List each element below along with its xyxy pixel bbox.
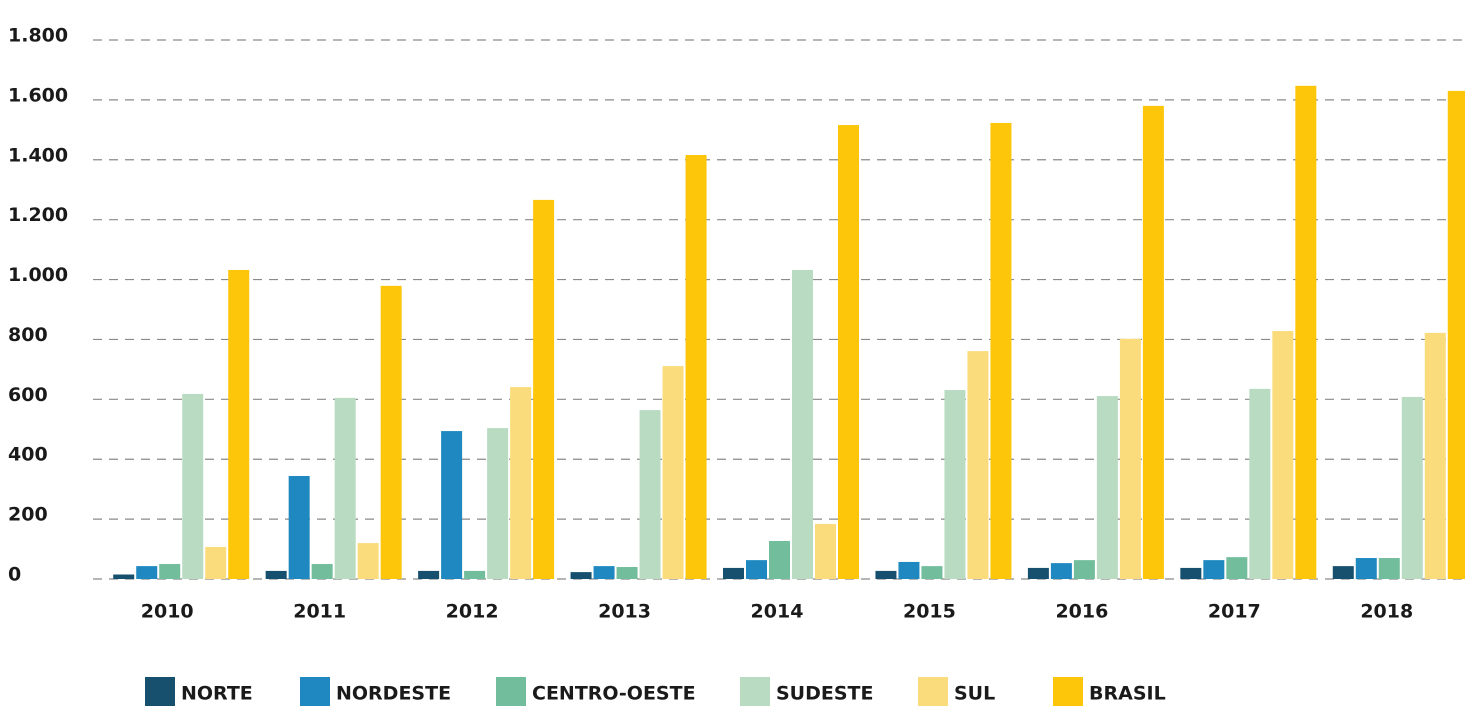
- legend-label: SUL: [954, 683, 995, 705]
- y-tick-label: 1.000: [8, 264, 68, 286]
- bar: [1119, 338, 1141, 579]
- bar: [1096, 396, 1118, 579]
- bar: [464, 570, 486, 579]
- legend-swatch: [1053, 677, 1083, 706]
- x-tick-label: 2012: [446, 601, 499, 623]
- y-tick-label: 400: [8, 444, 48, 466]
- legend-label: SUDESTE: [776, 683, 874, 705]
- bar: [875, 570, 897, 579]
- bar: [815, 523, 836, 579]
- y-tick-label: 0: [8, 564, 21, 586]
- legend-label: NORDESTE: [336, 683, 451, 705]
- y-tick-label: 1.400: [8, 144, 68, 166]
- y-tick-label: 1.800: [8, 25, 68, 47]
- bar: [944, 390, 966, 579]
- bar: [441, 431, 463, 579]
- bar: [1295, 85, 1317, 579]
- bar: [1355, 558, 1377, 579]
- bar: [265, 570, 287, 579]
- bar: [898, 561, 920, 579]
- bar: [967, 351, 989, 579]
- bar: [380, 285, 402, 579]
- y-tick-label: 600: [8, 384, 48, 406]
- bar: [136, 566, 158, 579]
- bar: [639, 410, 661, 579]
- legend-swatch: [496, 677, 526, 706]
- bar: [1378, 558, 1400, 579]
- legend-swatch: [918, 677, 948, 706]
- bar: [685, 154, 707, 579]
- bar: [593, 566, 615, 579]
- x-tick-label: 2010: [141, 601, 194, 623]
- bar: [990, 122, 1012, 580]
- bar: [228, 269, 250, 579]
- legend-label: CENTRO-OESTE: [532, 683, 696, 705]
- bar: [792, 269, 813, 579]
- y-tick-label: 1.600: [8, 84, 68, 106]
- bar: [1073, 560, 1095, 579]
- bar: [1424, 332, 1446, 579]
- bar: [418, 570, 440, 579]
- legend-label: NORTE: [181, 683, 253, 705]
- bar: [334, 397, 356, 579]
- bar: [1180, 567, 1202, 579]
- bar: [662, 366, 684, 579]
- bar: [838, 125, 859, 579]
- y-tick-label: 1.200: [8, 204, 68, 226]
- bar: [723, 567, 744, 579]
- bar: [1050, 563, 1072, 579]
- bar: [1203, 560, 1225, 579]
- x-tick-label: 2017: [1208, 601, 1261, 623]
- legend-swatch: [740, 677, 770, 706]
- x-tick-label: 2013: [598, 601, 651, 623]
- bar: [533, 199, 555, 580]
- bar: [1332, 566, 1354, 579]
- legend-swatch: [300, 677, 330, 706]
- bar: [159, 564, 181, 579]
- bar: [570, 572, 592, 579]
- y-tick-label: 200: [8, 504, 48, 526]
- bar: [205, 546, 227, 579]
- bar: [1272, 331, 1294, 579]
- y-tick-label: 800: [8, 324, 48, 346]
- bar: [288, 475, 310, 579]
- bar: [182, 393, 204, 579]
- x-tick-label: 2011: [293, 601, 346, 623]
- bar: [357, 543, 379, 579]
- bar: [746, 560, 767, 579]
- bar: [921, 566, 943, 579]
- x-tick-label: 2014: [751, 601, 804, 623]
- bar: [311, 564, 333, 579]
- x-tick-label: 2015: [903, 601, 956, 623]
- bar: [1447, 90, 1465, 580]
- x-tick-label: 2016: [1055, 601, 1108, 623]
- legend-label: BRASIL: [1089, 683, 1166, 705]
- bar: [510, 387, 532, 579]
- bar: [1249, 388, 1271, 579]
- bar: [1226, 557, 1248, 579]
- bar: [769, 540, 790, 579]
- bar: [1027, 567, 1049, 579]
- bar: [487, 428, 509, 579]
- legend-swatch: [145, 677, 175, 706]
- x-tick-label: 2018: [1360, 601, 1413, 623]
- bar: [1142, 105, 1164, 579]
- bar: [1401, 396, 1423, 579]
- bar: [113, 574, 135, 579]
- bar: [616, 567, 638, 579]
